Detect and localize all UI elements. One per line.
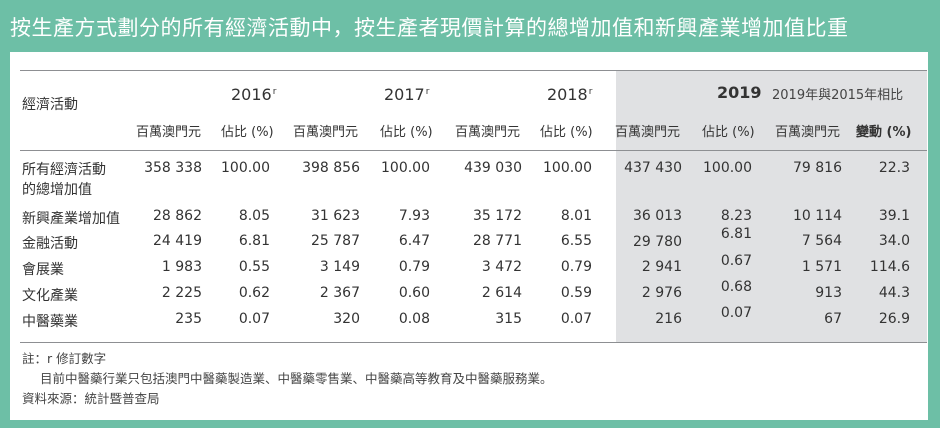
unit-header-2019: 百萬澳門元 bbox=[615, 125, 681, 140]
cell-share: 0.07 bbox=[720, 305, 752, 321]
cell-value: 28 862 bbox=[153, 208, 202, 224]
row-label-line2: 的總增加值 bbox=[22, 182, 92, 198]
cell-value: 398 856 bbox=[302, 160, 360, 176]
share-header-2019: 佔比 (%) bbox=[702, 125, 755, 140]
unit-header-2017: 百萬澳門元 bbox=[293, 125, 359, 140]
cell-value: 35 172 bbox=[473, 208, 522, 224]
cell-change: 44.3 bbox=[878, 285, 910, 301]
cell-change: 22.3 bbox=[878, 160, 910, 176]
cell-value: 3 149 bbox=[319, 259, 360, 275]
cell-value: 2 941 bbox=[641, 259, 682, 275]
cell-share: 0.67 bbox=[720, 253, 752, 269]
cell-share: 6.55 bbox=[560, 233, 592, 249]
year-2019-header: 2019 bbox=[717, 83, 762, 102]
cell-value: 2 367 bbox=[319, 285, 360, 301]
cell-share: 0.07 bbox=[238, 311, 270, 327]
cell-value: 2 225 bbox=[161, 285, 202, 301]
figure-title: 按生產方式劃分的所有經濟活動中，按生產者現價計算的總增加值和新興產業增加值比重 bbox=[10, 16, 849, 40]
cell-change: 39.1 bbox=[878, 208, 910, 224]
share-header-2016: 佔比 (%) bbox=[221, 125, 274, 140]
unit-header-2016: 百萬澳門元 bbox=[136, 125, 202, 140]
note-revised: 註：r 修訂數字 bbox=[22, 351, 107, 366]
cell-share: 8.05 bbox=[238, 208, 270, 224]
cell-value: 2 614 bbox=[481, 285, 522, 301]
cell-share: 6.81 bbox=[720, 226, 752, 242]
cell-value: 439 030 bbox=[464, 160, 522, 176]
cell-value: 24 419 bbox=[153, 233, 202, 249]
cell-value: 29 780 bbox=[633, 234, 682, 250]
row-label: 金融活動 bbox=[22, 236, 78, 252]
year-2019-highlight bbox=[616, 70, 927, 342]
cell-share: 6.81 bbox=[238, 233, 270, 249]
cell-share: 0.08 bbox=[398, 311, 430, 327]
cell-value: 320 bbox=[333, 311, 360, 327]
top-rule bbox=[20, 70, 927, 71]
note-scope: 目前中醫藥行業只包括澳門中醫藥製造業、中醫藥零售業、中醫藥高等教育及中醫藥服務業… bbox=[40, 371, 553, 386]
cell-share: 100.00 bbox=[381, 160, 430, 176]
cell-share: 0.07 bbox=[560, 311, 592, 327]
cell-share: 0.60 bbox=[398, 285, 430, 301]
cell-value: 1 983 bbox=[161, 259, 202, 275]
cell-share: 8.01 bbox=[560, 208, 592, 224]
cell-share: 0.55 bbox=[238, 259, 270, 275]
cell-share: 8.23 bbox=[720, 208, 752, 224]
cell-value: 28 771 bbox=[473, 233, 522, 249]
cell-share: 0.59 bbox=[560, 285, 592, 301]
cell-share: 0.68 bbox=[720, 279, 752, 295]
cell-value: 216 bbox=[655, 311, 682, 327]
cell-diff: 10 114 bbox=[793, 208, 842, 224]
row-label: 會展業 bbox=[22, 262, 64, 278]
cell-change: 34.0 bbox=[878, 233, 910, 249]
cell-share: 100.00 bbox=[543, 160, 592, 176]
cell-diff: 79 816 bbox=[793, 160, 842, 176]
cell-value: 31 623 bbox=[311, 208, 360, 224]
bottom-rule bbox=[20, 342, 927, 343]
cell-value: 315 bbox=[495, 311, 522, 327]
table-panel: 經濟活動 2016r 2017r 2018r 2019 2019年與2015年相… bbox=[10, 52, 928, 420]
year-2017-header: 2017r bbox=[384, 85, 430, 104]
cell-value: 2 976 bbox=[641, 285, 682, 301]
year-2018-header: 2018r bbox=[547, 85, 593, 104]
activity-header: 經濟活動 bbox=[22, 97, 78, 113]
cell-change: 114.6 bbox=[869, 259, 910, 275]
unit-header-diff: 百萬澳門元 bbox=[775, 125, 841, 140]
cell-share: 6.47 bbox=[398, 233, 430, 249]
cell-share: 0.79 bbox=[398, 259, 430, 275]
row-label: 新興產業增加值 bbox=[22, 211, 120, 227]
year-2016-header: 2016r bbox=[231, 85, 277, 104]
comparison-header: 2019年與2015年相比 bbox=[772, 88, 904, 103]
cell-value: 25 787 bbox=[311, 233, 360, 249]
cell-value: 437 430 bbox=[624, 160, 682, 176]
row-label: 文化產業 bbox=[22, 288, 78, 304]
cell-share: 7.93 bbox=[398, 208, 430, 224]
change-header: 變動 (%) bbox=[856, 125, 912, 140]
row-label: 中醫藥業 bbox=[22, 314, 78, 330]
cell-value: 358 338 bbox=[144, 160, 202, 176]
share-header-2018: 佔比 (%) bbox=[540, 125, 593, 140]
unit-header-2018: 百萬澳門元 bbox=[455, 125, 521, 140]
header-rule bbox=[20, 150, 927, 151]
cell-share: 100.00 bbox=[221, 160, 270, 176]
cell-share: 0.79 bbox=[560, 259, 592, 275]
cell-share: 100.00 bbox=[703, 160, 752, 176]
cell-share: 0.62 bbox=[238, 285, 270, 301]
cell-change: 26.9 bbox=[878, 311, 910, 327]
row-label: 所有經濟活動 bbox=[22, 162, 106, 178]
cell-diff: 1 571 bbox=[801, 259, 842, 275]
cell-diff: 67 bbox=[824, 311, 842, 327]
cell-value: 235 bbox=[175, 311, 202, 327]
cell-value: 36 013 bbox=[633, 208, 682, 224]
share-header-2017: 佔比 (%) bbox=[380, 125, 433, 140]
note-source: 資料來源：統計暨普查局 bbox=[22, 391, 160, 406]
cell-diff: 913 bbox=[815, 285, 842, 301]
cell-value: 3 472 bbox=[481, 259, 522, 275]
cell-diff: 7 564 bbox=[801, 233, 842, 249]
